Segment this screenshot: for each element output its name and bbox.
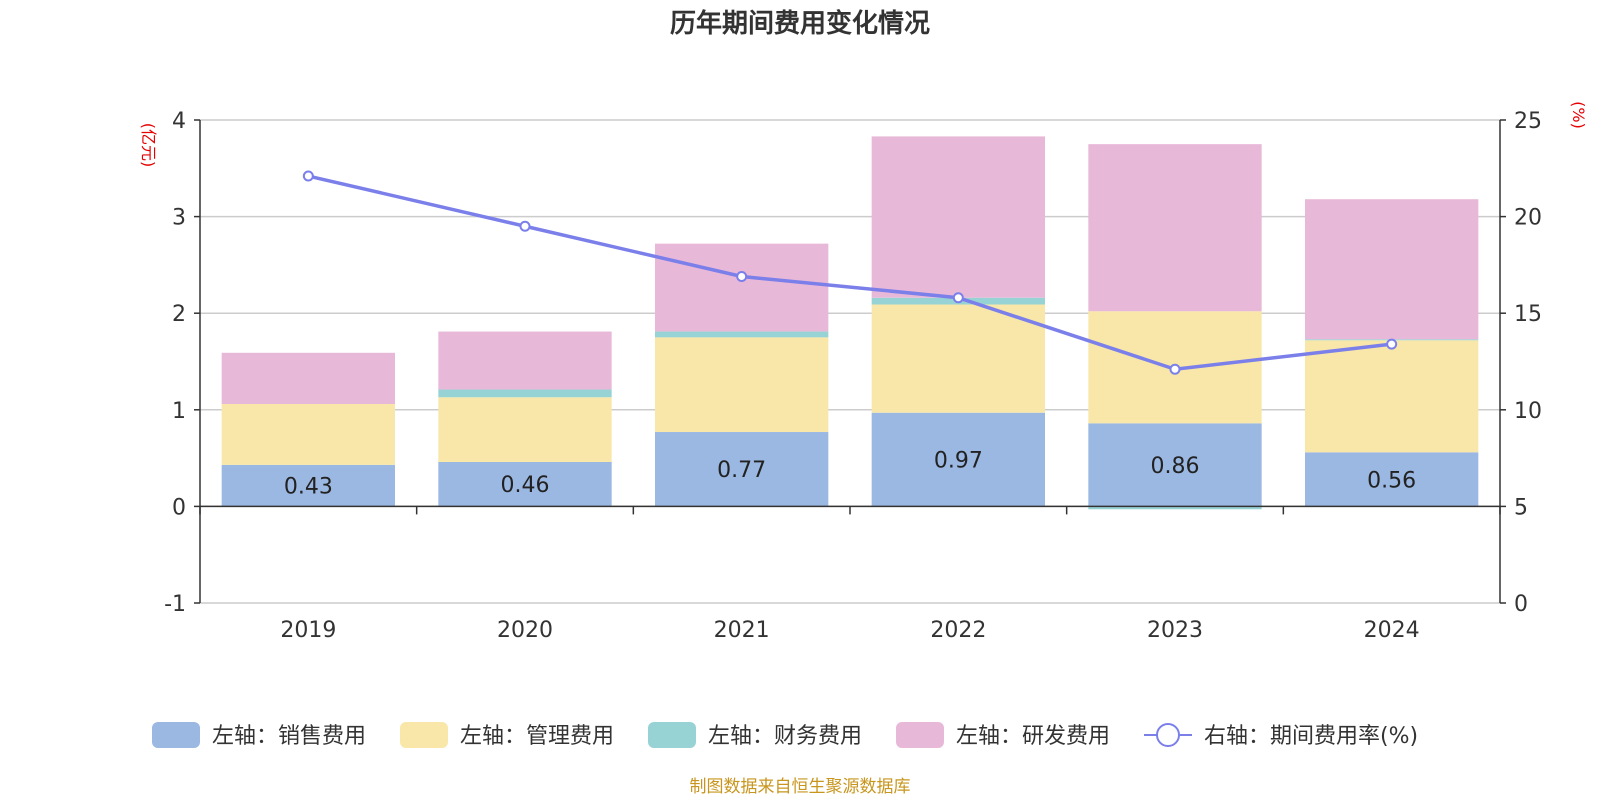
bar-segment (655, 243, 829, 332)
line-path (307, 174, 1392, 372)
bar-value-label: 0.86 (1151, 454, 1200, 479)
legend-label: 左轴：财务费用 (708, 724, 862, 749)
legend: 左轴：销售费用 左轴：管理费用 左轴：财务费用 左轴：研发费用 右轴：期间费用率(%) (152, 722, 1418, 749)
bar-segment (1305, 452, 1479, 507)
chart-title: 历年期间费用变化情况 (670, 8, 930, 39)
axes: -1 0 1 2 3 4 0 5 10 15 20 25 2019 2020 2021 2022 2023 202… (164, 109, 1542, 643)
bars (221, 136, 1479, 510)
left-tick-label: 3 (172, 206, 186, 231)
right-axis-unit: (%) (1569, 101, 1588, 129)
bar-segment (655, 331, 829, 338)
bar-value-label: 0.46 (501, 473, 550, 498)
left-axis-unit: (亿元) (139, 123, 158, 168)
line-point (302, 170, 314, 182)
x-tick-label: 2020 (497, 618, 553, 643)
line-point (519, 220, 531, 232)
bar-segment (1305, 199, 1479, 340)
bar-segment (221, 404, 395, 465)
bar-value-label: 0.77 (717, 458, 766, 483)
legend-item[interactable]: 左轴：财务费用 (648, 722, 862, 749)
legend-item[interactable]: 左轴：研发费用 (896, 722, 1110, 749)
right-tick-label: 10 (1514, 399, 1542, 424)
right-tick-label: 15 (1514, 302, 1542, 327)
bar-segment (871, 412, 1045, 507)
bar-segment (871, 136, 1045, 298)
line-point (1386, 338, 1398, 350)
legend-label: 左轴：研发费用 (956, 724, 1110, 749)
bar-segment (1305, 340, 1479, 453)
right-tick-label: 0 (1514, 592, 1528, 617)
x-tick-label: 2022 (930, 618, 986, 643)
bar-value-label: 0.56 (1367, 468, 1416, 493)
bar-segment (1088, 423, 1262, 507)
legend-swatch (648, 722, 696, 748)
legend-item[interactable]: 左轴：管理费用 (400, 722, 614, 749)
left-tick-label: 1 (172, 399, 186, 424)
right-tick-label: 5 (1514, 495, 1528, 520)
bar-segment (655, 432, 829, 507)
left-tick-label: 4 (172, 109, 186, 134)
bar-segment (438, 331, 612, 390)
bar-segment (221, 352, 395, 405)
right-tick-label: 20 (1514, 206, 1542, 231)
line-series (302, 170, 1398, 375)
legend-label: 左轴：销售费用 (212, 724, 366, 749)
right-tick-label: 25 (1514, 109, 1542, 134)
source-note: 制图数据来自恒生聚源数据库 (690, 777, 911, 797)
legend-item[interactable]: 左轴：销售费用 (152, 722, 366, 749)
bar-segment (655, 337, 829, 433)
bar-segment (438, 461, 612, 507)
legend-swatch (896, 722, 944, 748)
legend-marker (1156, 723, 1180, 747)
bar-segment (1088, 506, 1262, 510)
bar-segment (221, 464, 395, 507)
bar-value-label: 0.97 (934, 449, 983, 474)
left-tick-label: 0 (172, 495, 186, 520)
bar-segment (871, 304, 1045, 413)
bar-segment (438, 389, 612, 398)
bar-labels: 0.43 0.46 0.77 0.97 0.86 0.56 (284, 449, 1416, 500)
x-tick-label: 2023 (1147, 618, 1203, 643)
left-tick-label: 2 (172, 302, 186, 327)
bar-segment (1088, 144, 1262, 312)
line-point (736, 270, 748, 282)
x-tick-label: 2019 (280, 618, 336, 643)
legend-swatch (400, 722, 448, 748)
bar-segment (438, 397, 612, 462)
legend-label: 右轴：期间费用率(%) (1204, 724, 1418, 749)
bar-value-label: 0.43 (284, 475, 333, 500)
left-tick-label: -1 (164, 592, 186, 617)
x-tick-label: 2024 (1364, 618, 1420, 643)
x-tick-label: 2021 (714, 618, 770, 643)
line-point (952, 292, 964, 304)
legend-swatch (152, 722, 200, 748)
legend-item[interactable]: 右轴：期间费用率(%) (1144, 723, 1418, 749)
line-point (1169, 363, 1181, 375)
legend-label: 左轴：管理费用 (460, 724, 614, 749)
